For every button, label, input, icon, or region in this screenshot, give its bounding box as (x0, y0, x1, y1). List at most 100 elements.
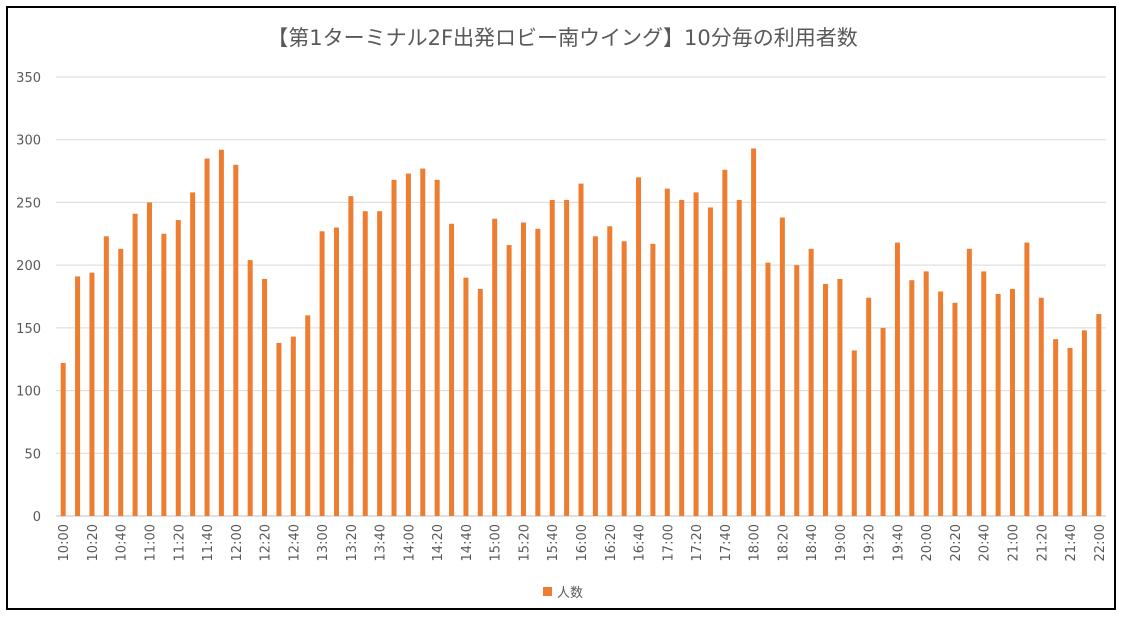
bar (348, 196, 354, 516)
y-tick-label: 50 (24, 447, 41, 462)
bar (520, 222, 526, 517)
x-tick-label: 12:00 (230, 524, 245, 561)
bar (837, 278, 843, 516)
bar (808, 248, 814, 516)
y-tick-label: 200 (16, 259, 41, 274)
x-tick-label: 13:20 (345, 524, 360, 561)
x-tick-label: 16:20 (604, 524, 619, 561)
bar (751, 148, 757, 516)
legend: 人数 (543, 582, 583, 601)
x-tick-label: 20:40 (978, 524, 993, 561)
x-tick-label: 15:20 (517, 524, 532, 561)
y-tick-label: 250 (16, 196, 41, 211)
bar (1010, 288, 1016, 516)
x-tick-label: 18:20 (776, 524, 791, 561)
y-tick-label: 350 (16, 71, 41, 86)
bar (866, 297, 872, 516)
bar (909, 280, 915, 516)
bar (305, 315, 311, 516)
bar (362, 211, 368, 517)
x-tick-label: 11:40 (201, 524, 216, 561)
bar (434, 179, 440, 516)
x-tick-label: 15:40 (546, 524, 561, 561)
bar (405, 173, 411, 516)
x-tick-label: 21:00 (1007, 524, 1022, 561)
x-tick-label: 21:20 (1035, 524, 1050, 561)
bar (578, 183, 584, 516)
bar (722, 169, 728, 516)
y-tick-label: 150 (16, 322, 41, 337)
bar (1024, 242, 1030, 516)
bar (132, 213, 138, 516)
x-axis-ticks: 10:00 10:20 10:40 11:00 11:20 11:40 12:00 12:20… (57, 524, 1108, 561)
y-tick-label: 300 (16, 134, 41, 149)
bar (391, 179, 397, 516)
bar (707, 207, 713, 516)
bar (765, 262, 771, 516)
x-tick-label: 15:00 (489, 524, 504, 561)
x-tick-label: 20:20 (949, 524, 964, 561)
x-tick-label: 19:20 (863, 524, 878, 561)
bar (60, 362, 66, 516)
x-tick-label: 18:40 (805, 524, 820, 561)
bar (607, 226, 613, 516)
bar (966, 248, 972, 516)
x-tick-label: 21:40 (1064, 524, 1079, 561)
x-tick-label: 10:00 (57, 524, 72, 561)
bar (89, 272, 95, 516)
bar (995, 293, 1001, 516)
bar (592, 236, 598, 516)
bar (1067, 347, 1073, 516)
y-tick-label: 100 (16, 385, 41, 400)
bar (535, 228, 541, 517)
bar (549, 199, 555, 517)
bar (1038, 297, 1044, 516)
bar (75, 276, 81, 516)
bar (319, 231, 325, 516)
bar (981, 271, 987, 516)
y-axis-ticks: 0 50 100 150 200 250 300 350 (16, 71, 41, 525)
x-tick-label: 17:20 (690, 524, 705, 561)
bar (190, 192, 196, 516)
x-tick-label: 11:00 (143, 524, 158, 561)
bar (779, 217, 785, 517)
x-tick-label: 19:00 (834, 524, 849, 561)
legend-label: 人数 (557, 586, 584, 601)
bar (894, 242, 900, 516)
bar (175, 219, 181, 516)
bar (262, 278, 268, 516)
bar (506, 245, 512, 516)
bar (664, 188, 670, 517)
bar (1096, 314, 1102, 516)
bar (736, 199, 742, 517)
bar (650, 243, 656, 516)
bar (621, 241, 627, 516)
x-tick-label: 20:00 (920, 524, 935, 561)
bar (492, 218, 498, 516)
x-tick-label: 10:40 (115, 524, 130, 561)
x-tick-label: 16:40 (633, 524, 648, 561)
bar (1053, 339, 1059, 516)
x-tick-label: 22:00 (1093, 524, 1108, 561)
bar (420, 168, 426, 516)
bar (636, 177, 642, 517)
chart-title: 【第1ターミナル2F出発ロビー南ウイング】10分毎の利用者数 (267, 26, 858, 50)
bar (679, 199, 685, 517)
bar (161, 233, 167, 517)
y-tick-label: 0 (33, 510, 41, 525)
x-tick-label: 19:40 (891, 524, 906, 561)
x-tick-label: 17:40 (719, 524, 734, 561)
bar (880, 327, 886, 516)
bar (463, 277, 469, 516)
bar (449, 223, 455, 516)
bar (851, 350, 857, 516)
x-tick-label: 18:00 (748, 524, 763, 561)
bar (290, 336, 296, 516)
bar (218, 149, 224, 516)
bar (204, 158, 210, 516)
bar (1081, 330, 1087, 516)
bar (103, 236, 109, 516)
x-tick-label: 14:00 (402, 524, 417, 561)
x-tick-label: 14:20 (431, 524, 446, 561)
